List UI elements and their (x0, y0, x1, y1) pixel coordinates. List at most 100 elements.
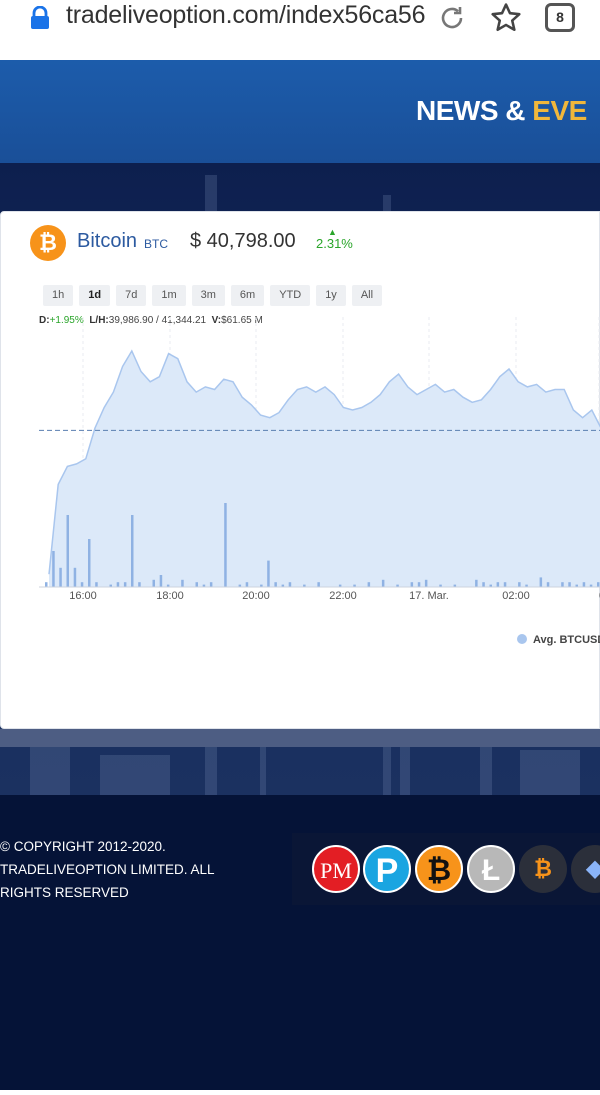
site-header: NEWS & EVE (0, 60, 600, 163)
volume-bar (303, 584, 306, 587)
period-button-ytd[interactable]: YTD (270, 285, 311, 306)
volume-bar (539, 577, 543, 587)
volume-bar (59, 567, 62, 587)
volume-bar (496, 582, 500, 587)
volume-bar (575, 584, 578, 587)
volume-bar (475, 579, 478, 587)
x-tick-label: 22:00 (329, 590, 357, 602)
x-tick-label: 02:00 (502, 590, 530, 602)
x-tick-label: 18:00 (156, 590, 184, 602)
lock-icon (31, 6, 49, 29)
volume-bar (381, 579, 385, 587)
widget-shadow (0, 729, 600, 747)
volume-bar (138, 582, 141, 587)
coin-name[interactable]: Bitcoin (77, 230, 138, 252)
volume-bar (410, 582, 414, 587)
volume-bar (166, 584, 170, 587)
x-tick-label: 17. Mar. (409, 590, 449, 602)
volume-bar (202, 584, 206, 587)
volume-bar (561, 582, 564, 587)
volume-bar (66, 515, 69, 587)
chart-stats: D:+1.95% L/H:39,986.90 / 41,344.21 V:$61… (39, 315, 263, 326)
volume-bar (589, 584, 593, 587)
volume-bar (317, 582, 320, 587)
volume-bar (525, 584, 528, 587)
url-text[interactable]: tradeliveoption.com/index56ca56 (66, 1, 426, 29)
volume-bar (288, 582, 292, 587)
payeer-icon: P (363, 845, 411, 893)
legend-dot (517, 634, 527, 644)
volume-bar (95, 582, 98, 587)
period-button-all[interactable]: All (351, 285, 383, 306)
volume-bar (338, 584, 342, 587)
period-button-3m[interactable]: 3m (191, 285, 225, 306)
period-button-1d[interactable]: 1d (79, 285, 111, 306)
volume-bar (238, 584, 242, 587)
volume-bar (597, 582, 600, 587)
period-button-6m[interactable]: 6m (230, 285, 265, 306)
volume-bar (152, 579, 155, 587)
browser-url-bar[interactable]: tradeliveoption.com/index56ca56 8 (0, 0, 600, 60)
volume-bar (209, 582, 213, 587)
bottom-edge (0, 1090, 600, 1095)
volume-bar (367, 582, 371, 587)
volume-bar (353, 584, 356, 587)
volume-bar (281, 584, 285, 587)
volume-bar (181, 579, 184, 587)
volume-bar (224, 503, 227, 587)
volume-bar (546, 582, 550, 587)
star-icon[interactable] (489, 1, 523, 35)
volume-bar (396, 584, 399, 587)
price-area (49, 351, 600, 587)
period-button-7d[interactable]: 7d (116, 285, 147, 306)
bitcoin-icon: ₿ (415, 845, 463, 893)
volume-bar (417, 582, 421, 587)
volume-bar (518, 582, 521, 587)
bitcoin-cash-icon: ₿ (519, 845, 567, 893)
volume-bar (73, 567, 77, 587)
page-title: NEWS & EVE (416, 95, 587, 127)
x-tick-label: 16:00 (69, 590, 97, 602)
volume-bar (109, 584, 112, 587)
litecoin-icon: Ł (467, 845, 515, 893)
volume-bar (568, 582, 571, 587)
volume-bar (489, 584, 492, 587)
period-button-1m[interactable]: 1m (152, 285, 186, 306)
price-chart[interactable] (39, 317, 600, 617)
volume-bar (195, 582, 198, 587)
price-line (48, 349, 600, 575)
chart-legend[interactable]: Avg. BTCUSD (517, 634, 600, 646)
tabs-icon[interactable]: 8 (545, 3, 575, 32)
volume-bar (424, 579, 428, 587)
up-arrow-icon: ▲ (328, 227, 337, 237)
payment-methods: PM P ₿ Ł ₿ ◆ (292, 833, 600, 905)
coin-symbol: BTC (144, 237, 168, 251)
ethereum-icon: ◆ (571, 845, 600, 893)
volume-bar (123, 582, 127, 587)
period-button-1h[interactable]: 1h (43, 285, 74, 306)
copyright-text: © COPYRIGHT 2012-2020. TRADELIVEOPTION L… (0, 839, 215, 900)
volume-bar (260, 584, 263, 587)
volume-bar (80, 582, 84, 587)
volume-bar (45, 582, 48, 587)
bitcoin-icon: ₿ (30, 225, 66, 261)
volume-bar (482, 582, 485, 587)
volume-bar (582, 582, 586, 587)
title-main: NEWS & (416, 95, 533, 126)
reload-icon[interactable] (437, 3, 467, 33)
site-footer: © COPYRIGHT 2012-2020. TRADELIVEOPTION L… (0, 795, 600, 1090)
volume-bar (453, 584, 457, 587)
volume-bar (52, 551, 55, 587)
price-change: ▲ 2.31% (316, 227, 353, 251)
perfect-money-icon: PM (312, 845, 360, 893)
period-selector: 1h 1d 7d 1m 3m 6m YTD 1y All (43, 285, 383, 306)
volume-bar (131, 515, 134, 587)
volume-bar (159, 575, 163, 587)
volume-bar (88, 539, 91, 587)
volume-bar (267, 560, 270, 587)
title-accent: EVE (532, 95, 587, 126)
coin-price: $ 40,798.00 (190, 230, 296, 252)
x-tick-label: 20:00 (242, 590, 270, 602)
period-button-1y[interactable]: 1y (316, 285, 346, 306)
volume-bar (116, 582, 120, 587)
